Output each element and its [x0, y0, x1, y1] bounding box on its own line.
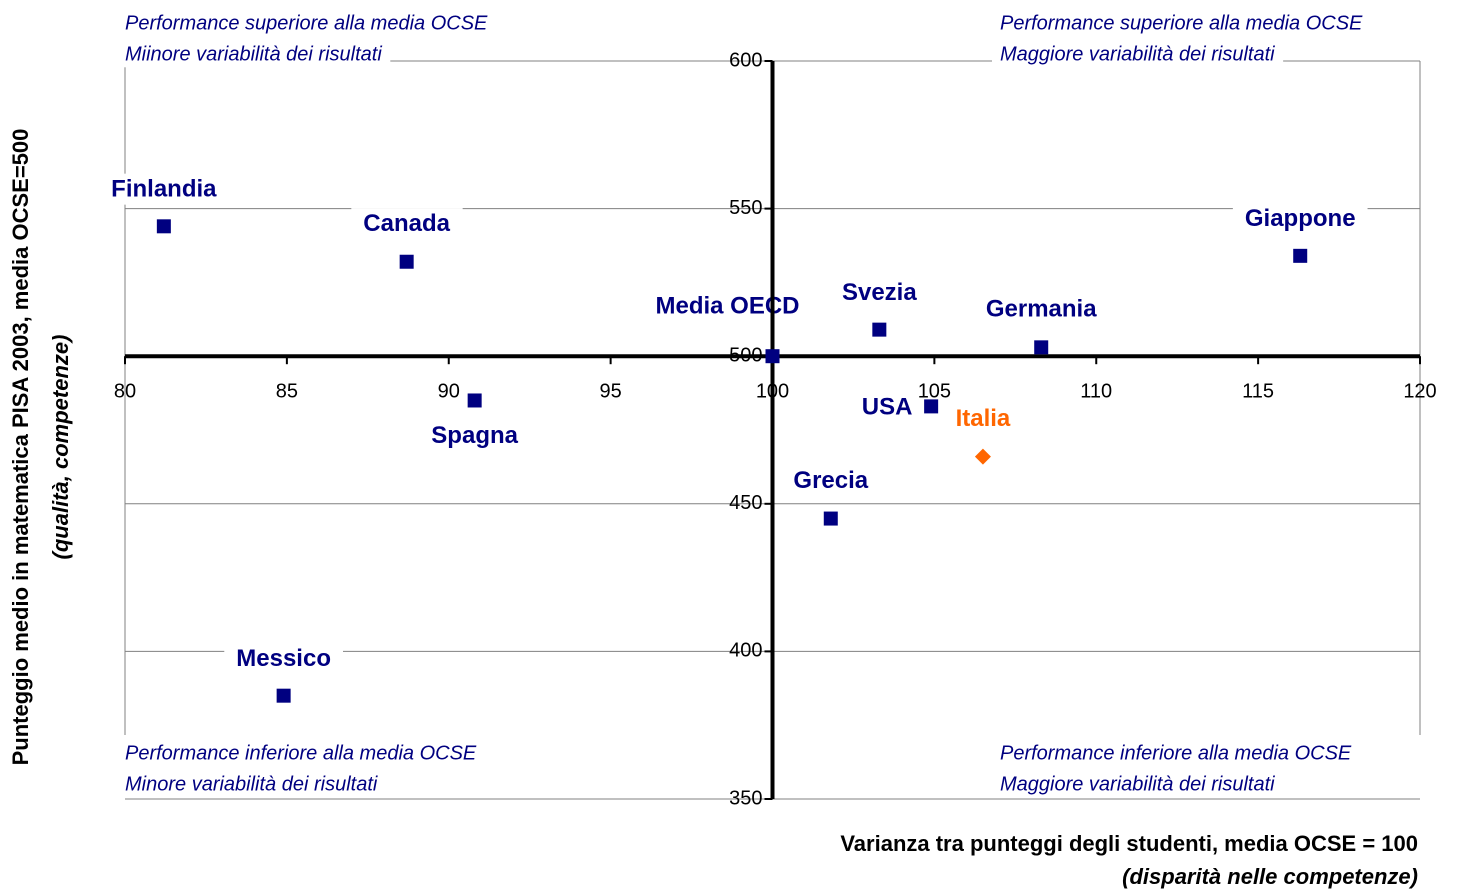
- label-background: [351, 208, 463, 240]
- label-background: [117, 771, 386, 798]
- label-background: [1232, 203, 1368, 235]
- x-tick-label: 85: [276, 380, 298, 402]
- label-background: [117, 41, 391, 68]
- label-background: [992, 740, 1360, 767]
- x-tick-label: 105: [918, 380, 951, 402]
- x-tick-label: 115: [1242, 380, 1274, 402]
- point: [399, 254, 414, 269]
- point: [1034, 340, 1049, 355]
- label-background: [992, 10, 1372, 37]
- quadrant-annotation: Performance inferiore alla media OCSE: [1000, 742, 1352, 764]
- quadrant-annotation: Maggiore variabilità dei risultati: [1000, 43, 1275, 65]
- x-axis-subtitle: (disparità nelle competenze): [1122, 864, 1418, 889]
- quadrant-annotation: Miinore variabilità dei risultati: [125, 43, 382, 65]
- point-label: Messico: [236, 645, 331, 672]
- x-tick-label: 90: [438, 380, 460, 402]
- x-tick-label: 120: [1403, 380, 1436, 402]
- labels: Performance superiore alla media OCSE Mii…: [111, 12, 1363, 795]
- quadrant-annotation: Maggiore variabilità dei risultati: [1000, 773, 1275, 795]
- x-tick-label: 110: [1080, 380, 1112, 402]
- quadrant-annotation: Performance superiore alla media OCSE: [125, 12, 488, 34]
- label-backgrounds: [99, 10, 1372, 798]
- label-background: [992, 771, 1284, 798]
- y-tick-label: 400: [729, 640, 762, 662]
- y-tick-label: 550: [729, 197, 762, 219]
- point-label: Finlandia: [111, 176, 217, 203]
- quadrant-annotation: Performance superiore alla media OCSE: [1000, 12, 1363, 34]
- label-background: [849, 391, 925, 423]
- x-tick-label: 95: [600, 380, 622, 402]
- x-tick-label: 100: [756, 380, 789, 402]
- label-background: [829, 276, 930, 308]
- point: [872, 322, 887, 337]
- label-background: [973, 293, 1110, 325]
- point-label: Giappone: [1245, 205, 1356, 232]
- quadrant-annotation: Minore variabilità dei risultati: [125, 773, 378, 795]
- y-tick-label: 450: [729, 492, 762, 514]
- point-label: Grecia: [793, 467, 868, 494]
- y-axis-subtitle: (qualità, competenze): [48, 335, 73, 560]
- label-background: [419, 419, 531, 451]
- point-label: Media OECD: [655, 293, 799, 320]
- point: [823, 511, 838, 526]
- label-background: [117, 10, 497, 37]
- label-background: [992, 41, 1284, 68]
- x-axis-title: Varianza tra punteggi degli studenti, me…: [840, 831, 1418, 856]
- y-tick-label: 500: [729, 344, 762, 366]
- point-label: USA: [862, 394, 913, 421]
- point: [974, 448, 991, 465]
- point-label: Canada: [363, 210, 450, 237]
- point: [924, 399, 939, 414]
- label-background: [99, 173, 230, 205]
- label-background: [643, 290, 812, 322]
- label-background: [224, 643, 343, 675]
- label-background: [943, 402, 1023, 434]
- point: [156, 219, 171, 234]
- point-label: Italia: [956, 405, 1011, 432]
- point-label: Svezia: [842, 279, 917, 306]
- y-tick-label: 600: [729, 49, 762, 71]
- point: [276, 688, 291, 703]
- label-background: [781, 464, 881, 496]
- point: [467, 393, 482, 408]
- point: [1293, 248, 1308, 263]
- point-label: Germania: [986, 296, 1097, 323]
- point-label: Spagna: [431, 422, 518, 449]
- y-tick-label: 350: [729, 787, 762, 809]
- y-axis-title: Punteggio medio in matematica PISA 2003,…: [8, 129, 33, 766]
- quadrant-annotation: Performance inferiore alla media OCSE: [125, 742, 477, 764]
- point: [765, 349, 780, 364]
- label-background: [117, 740, 485, 767]
- x-tick-label: 80: [114, 380, 136, 402]
